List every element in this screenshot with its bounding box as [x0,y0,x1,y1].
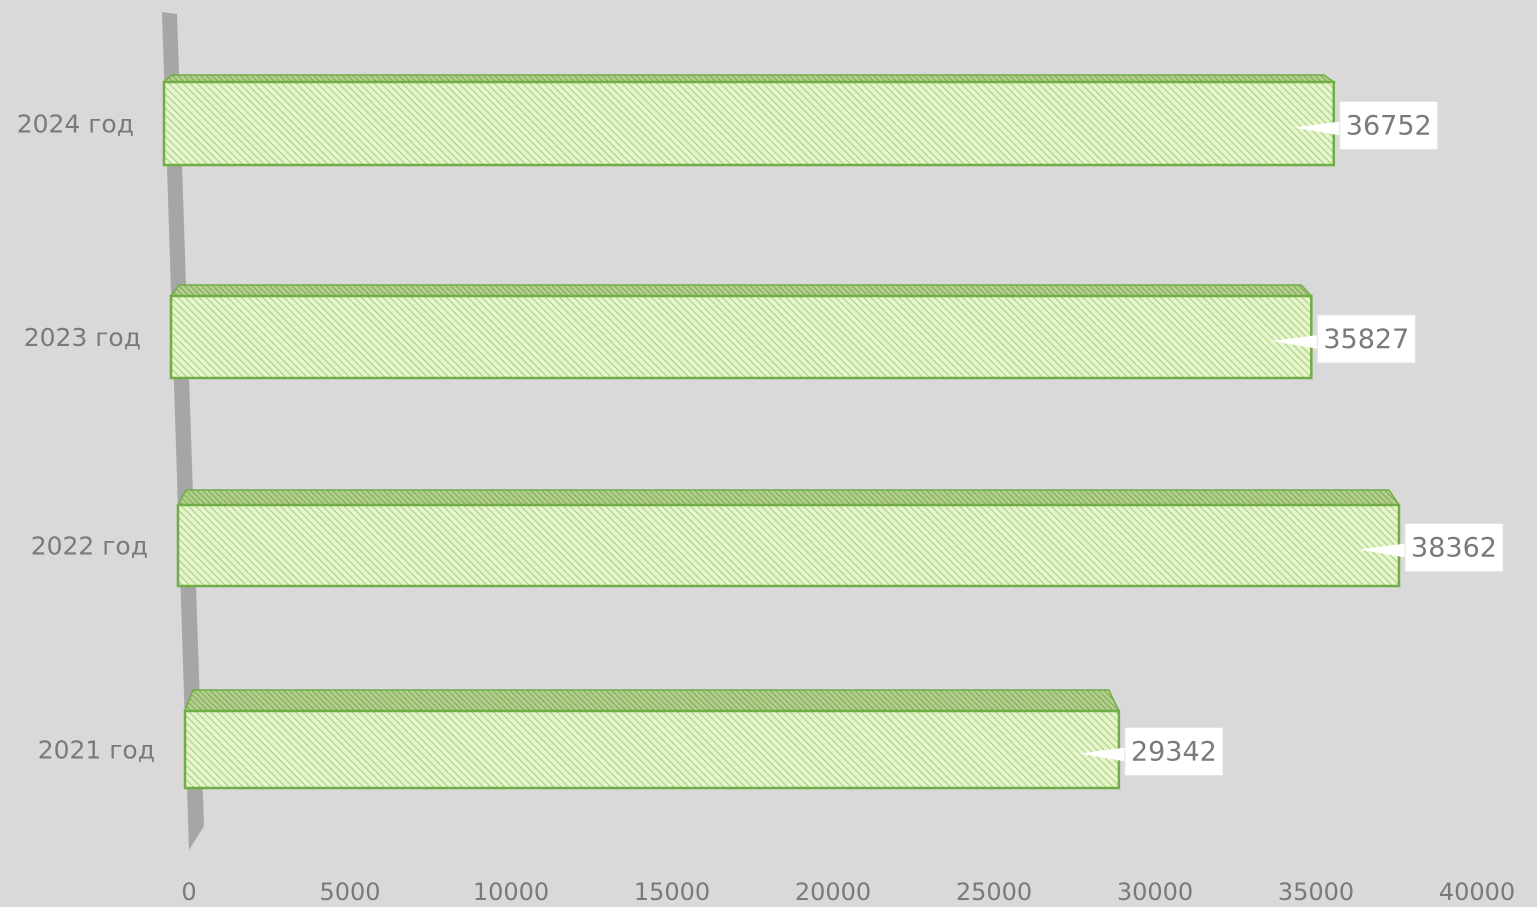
x-tick-label: 20000 [795,878,871,906]
x-tick-label: 35000 [1278,878,1354,906]
data-label-pointer [1359,543,1406,558]
data-label: 35827 [1323,324,1409,355]
bar [169,294,1313,380]
x-tick-label: 0 [181,878,196,906]
axis-wall [162,12,204,850]
x-tick-label: 40000 [1439,878,1515,906]
x-tick-label: 30000 [1117,878,1193,906]
bar [183,709,1121,790]
data-label-box [1339,101,1439,150]
category-label: 2024 год [17,110,134,139]
data-label-pointer [1293,121,1341,136]
data-label-pointer [1078,747,1126,762]
bar-top-face [183,689,1121,712]
category-label: 2021 год [38,736,155,765]
x-tick-label: 25000 [956,878,1032,906]
x-tick-label: 10000 [473,878,549,906]
bar-top-face [169,284,1314,297]
x-tick-label: 15000 [634,878,710,906]
data-label-box [1404,523,1504,572]
data-label-pointer [1271,335,1319,349]
category-label: 2022 год [31,532,148,561]
bar [162,80,1336,167]
data-label-box [1316,314,1416,364]
data-label: 38362 [1411,533,1497,564]
bar-top-face [176,489,1401,506]
x-tick-label: 5000 [319,878,380,906]
data-label-box [1124,727,1224,776]
category-label: 2023 год [24,323,141,352]
data-label: 36752 [1346,111,1432,142]
bar [176,503,1401,588]
data-label: 29342 [1131,737,1217,768]
